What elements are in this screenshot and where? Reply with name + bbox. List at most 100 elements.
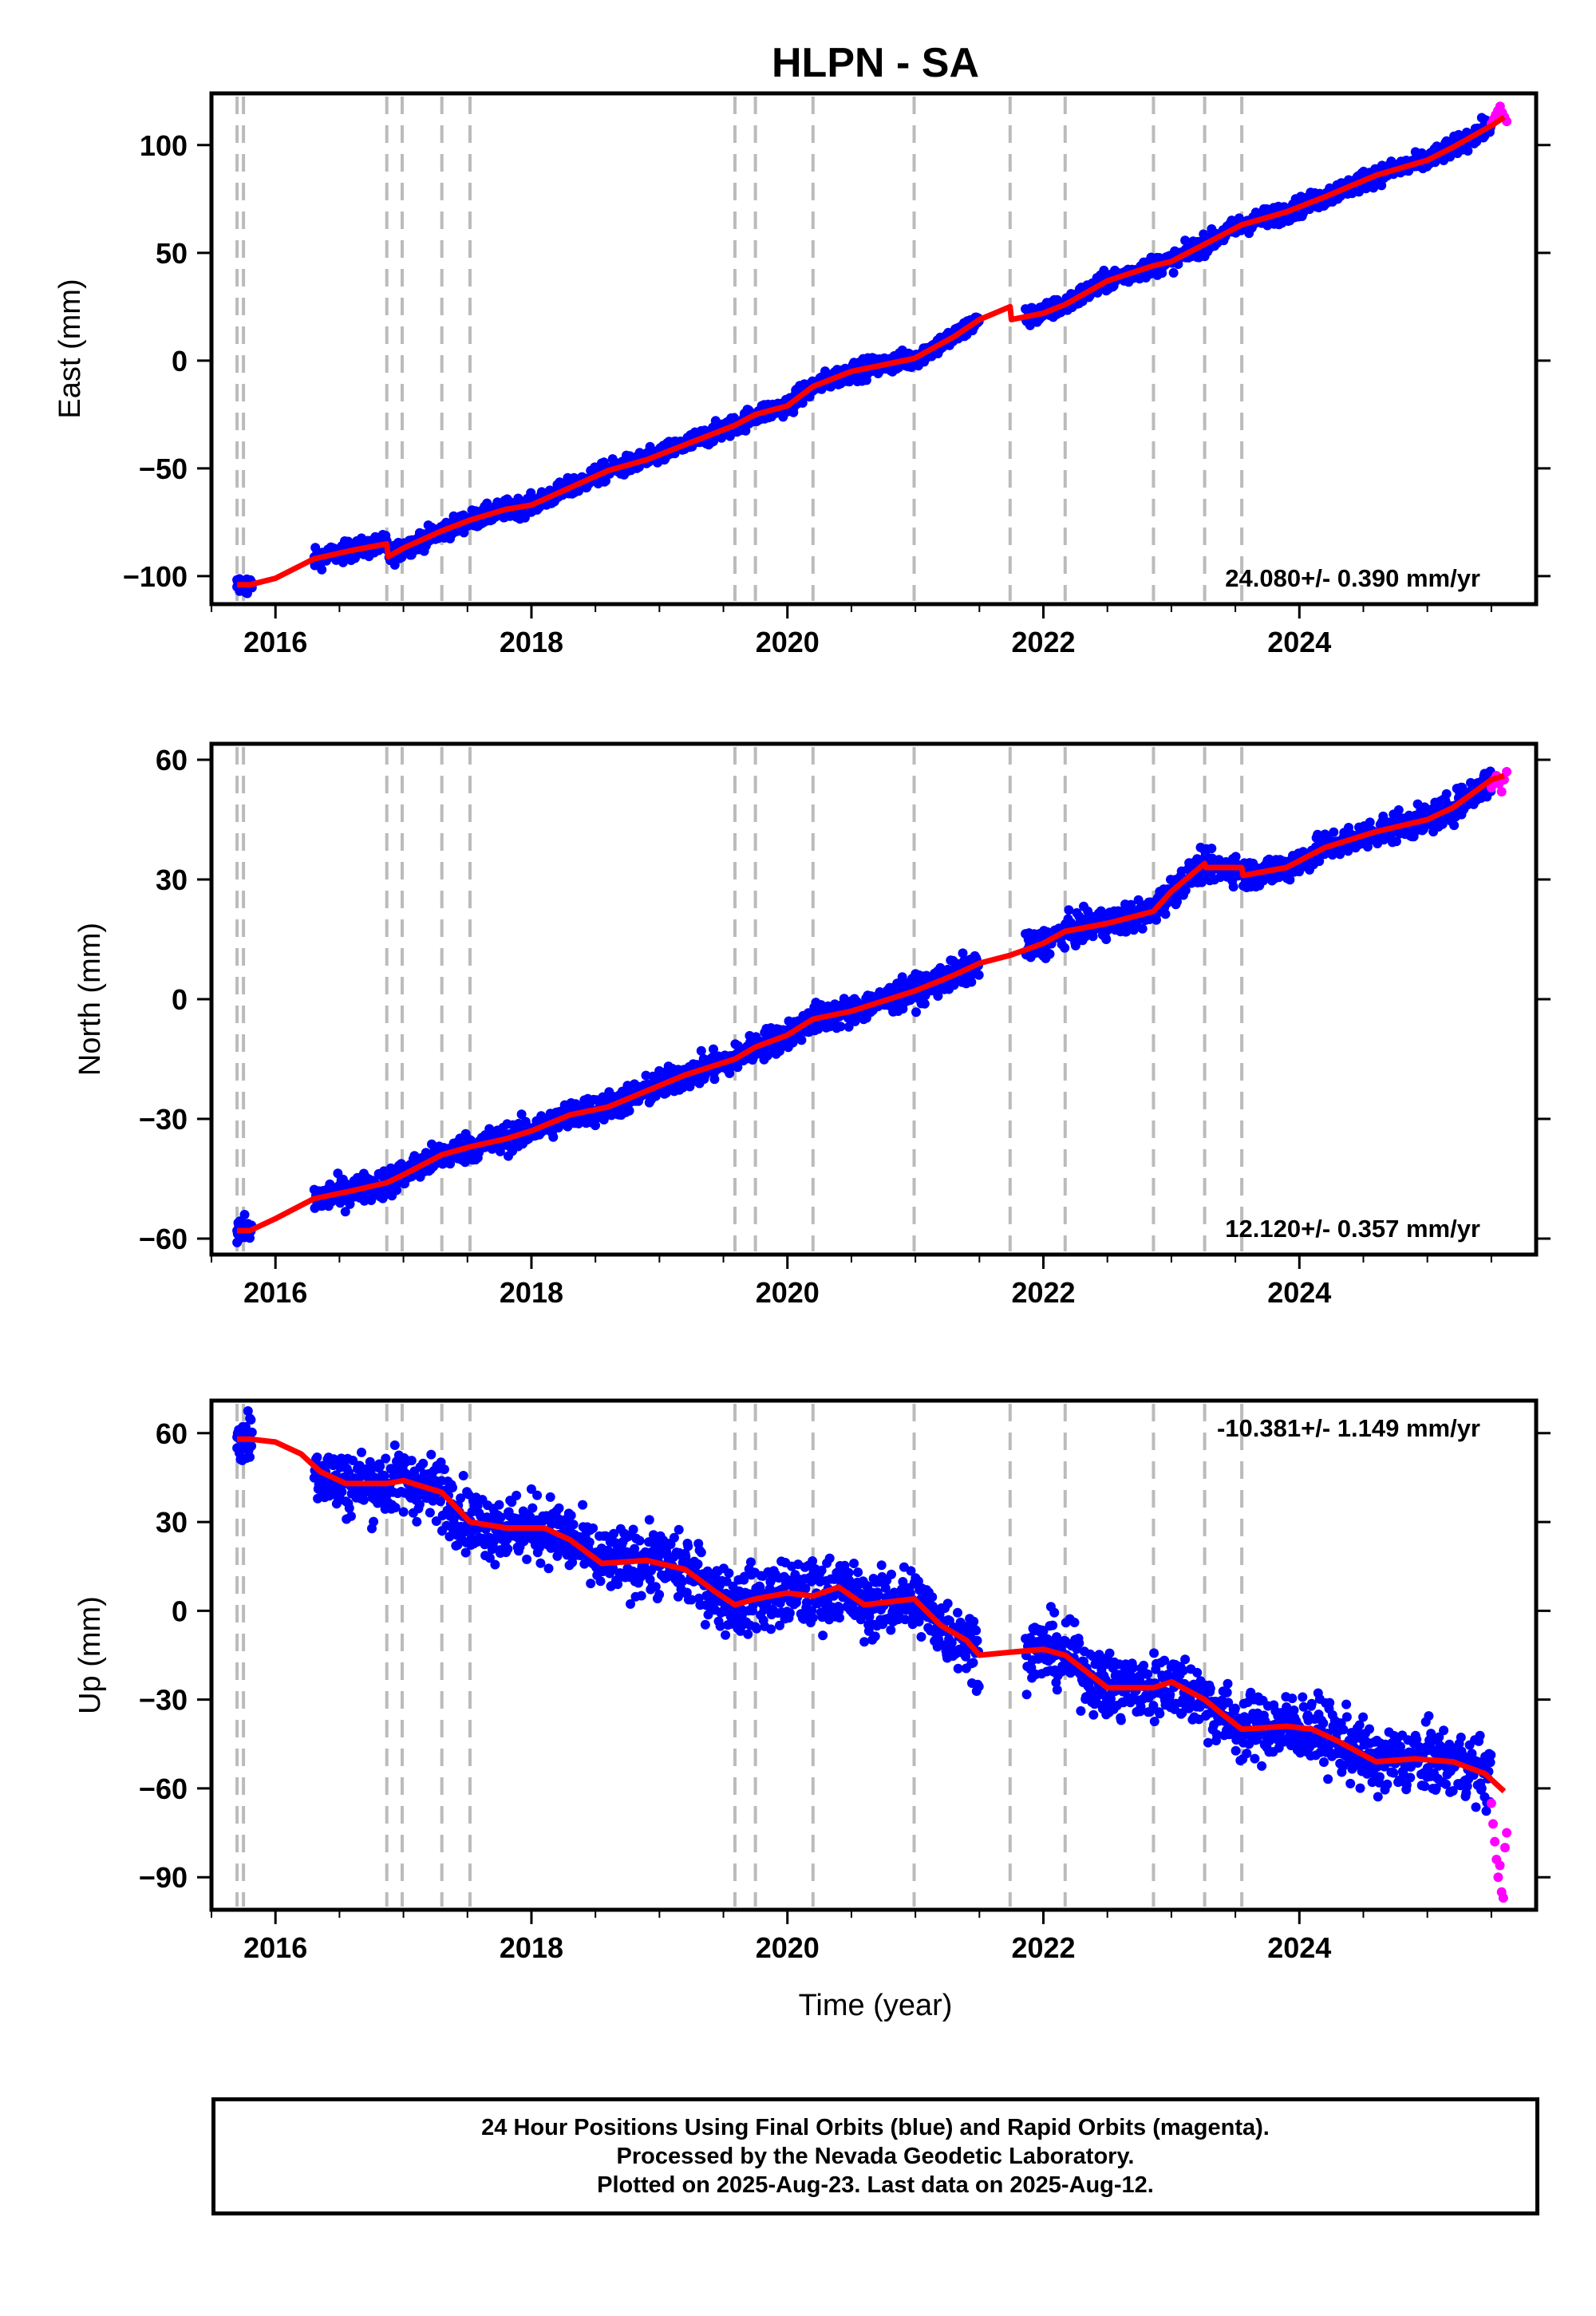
- up-final-point: [494, 1500, 504, 1510]
- north-final-point: [911, 1007, 921, 1018]
- up-final-point: [312, 1452, 322, 1462]
- up-final-point: [381, 1453, 391, 1464]
- up-final-point: [683, 1541, 693, 1551]
- up-final-point: [700, 1619, 710, 1630]
- up-final-point: [375, 1461, 385, 1472]
- up-final-point: [522, 1554, 532, 1564]
- up-final-point: [634, 1535, 645, 1546]
- up-final-point: [358, 1495, 369, 1505]
- up-final-point: [369, 1516, 379, 1527]
- up-final-point: [743, 1629, 753, 1639]
- east-x-tick-label: 2020: [756, 626, 820, 658]
- east-x-tick-label: 2016: [243, 626, 307, 658]
- up-final-point: [693, 1559, 703, 1569]
- east-y-tick-label: 100: [140, 129, 188, 162]
- up-final-point: [439, 1464, 449, 1475]
- up-final-point: [584, 1537, 595, 1547]
- east-y-tick-label: −50: [139, 453, 188, 485]
- north-rapid-point: [1496, 787, 1507, 796]
- up-final-point: [344, 1503, 354, 1513]
- east-y-tick-label: 0: [172, 345, 188, 377]
- up-final-point: [644, 1515, 654, 1525]
- north-x-tick-label: 2020: [756, 1276, 820, 1309]
- up-final-point: [418, 1458, 429, 1468]
- up-final-point: [245, 1452, 255, 1462]
- north-y-tick-label: −60: [139, 1223, 188, 1255]
- north-y-tick-label: 60: [156, 744, 188, 777]
- east-y-tick-label: 50: [156, 237, 188, 270]
- up-final-point: [535, 1558, 546, 1568]
- north-panel: North (mm) 12.120+/- 0.357 mm/yr 2016 201…: [73, 741, 1551, 1309]
- up-panel: Up (mm) -10.381+/- 1.149 mm/yr 2016 2018 2…: [73, 1398, 1551, 1964]
- north-final-point: [1137, 923, 1148, 934]
- up-final-point: [543, 1563, 554, 1574]
- up-final-point: [545, 1492, 555, 1502]
- east-final-point: [242, 588, 252, 599]
- north-final-point: [1393, 805, 1404, 815]
- up-final-point: [532, 1490, 543, 1500]
- north-x-tick-label: 2018: [500, 1276, 563, 1309]
- east-final-point: [1099, 265, 1109, 275]
- north-final-point: [1160, 909, 1171, 919]
- east-panel: East (mm) 24.080+/- 0.390 mm/yr 2016 2018…: [53, 91, 1551, 658]
- up-final-point: [636, 1591, 646, 1601]
- east-final-point: [338, 557, 348, 567]
- north-final-point: [696, 1045, 706, 1056]
- up-final-point: [724, 1568, 734, 1579]
- up-final-point: [752, 1623, 762, 1634]
- east-x-tick-label: 2024: [1267, 626, 1331, 658]
- up-final-point: [613, 1579, 623, 1590]
- east-final-point: [317, 564, 327, 575]
- east-event-lines: [235, 97, 1244, 601]
- up-final-point: [669, 1532, 679, 1543]
- north-final-point: [239, 1210, 250, 1219]
- east-final-point: [1168, 267, 1179, 278]
- north-final-point: [709, 1074, 720, 1085]
- north-x-tick-label: 2024: [1267, 1276, 1331, 1309]
- north-final-point: [1449, 820, 1460, 831]
- north-y-tick-label: 30: [156, 864, 188, 896]
- north-final-point: [1329, 827, 1339, 837]
- up-final-point: [357, 1447, 366, 1457]
- east-fit-line: [237, 114, 1506, 588]
- east-x-tick-label: 2018: [500, 626, 563, 658]
- up-final-point: [674, 1524, 684, 1535]
- chart-title: HLPN - SA: [772, 40, 979, 86]
- up-final-point: [512, 1490, 522, 1500]
- up-final-point: [346, 1511, 356, 1521]
- north-final-point: [624, 1105, 634, 1116]
- up-final-point: [654, 1590, 665, 1600]
- east-plot-frame: [209, 91, 1539, 607]
- north-y-axis-label: North (mm): [73, 923, 107, 1076]
- north-rate-label: 12.120+/- 0.357 mm/yr: [1225, 1215, 1480, 1243]
- up-final-point: [721, 1630, 731, 1640]
- up-final-point: [586, 1579, 596, 1589]
- north-final-point: [1365, 817, 1375, 828]
- up-final-point: [566, 1510, 576, 1520]
- east-x-tick-label: 2022: [1011, 626, 1075, 658]
- up-final-point: [554, 1503, 564, 1513]
- up-final-point: [696, 1547, 706, 1558]
- up-final-point: [745, 1557, 756, 1567]
- east-final-point: [1463, 146, 1473, 156]
- up-final-point: [527, 1503, 538, 1513]
- east-final-points: [232, 113, 1496, 599]
- up-final-point: [458, 1471, 468, 1480]
- north-y-tick-label: 0: [172, 983, 188, 1016]
- up-final-point: [406, 1456, 417, 1466]
- up-final-point: [425, 1508, 435, 1518]
- up-final-point: [628, 1524, 638, 1535]
- north-final-point: [1228, 882, 1238, 892]
- east-rate-label: 24.080+/- 0.390 mm/yr: [1225, 564, 1480, 592]
- up-final-point: [578, 1500, 588, 1510]
- east-final-point: [1369, 183, 1379, 193]
- up-final-point: [448, 1483, 457, 1492]
- north-final-point: [1060, 943, 1070, 953]
- north-final-point: [919, 998, 930, 1009]
- north-x-tick-label: 2022: [1011, 1276, 1075, 1309]
- north-final-point: [1101, 935, 1112, 944]
- up-final-point: [503, 1544, 513, 1554]
- east-y-axis-label: East (mm): [53, 279, 87, 418]
- north-y-tick-label: −30: [139, 1103, 188, 1136]
- north-final-point: [1441, 788, 1452, 799]
